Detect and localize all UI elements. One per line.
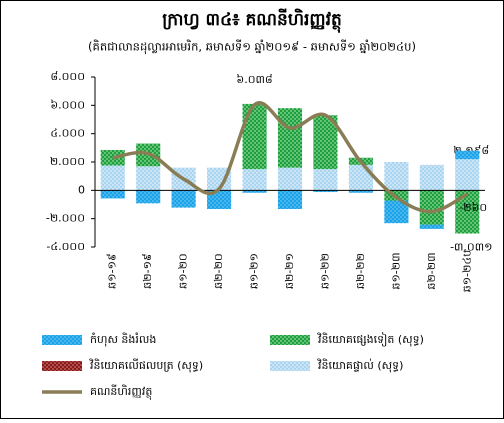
legend-swatch <box>42 335 82 345</box>
x-tick-label: ឆ២-២១ <box>283 253 296 289</box>
x-tick-label: ឆ២-១៩ <box>141 253 154 289</box>
y-tick-label: ២.០០០ <box>50 155 85 168</box>
legend-label: វិនិយោគផ្ទាល់ (សុទ្ធ) <box>316 358 403 373</box>
y-tick-label: -២.០០០ <box>46 212 85 225</box>
bar-segment <box>278 168 302 191</box>
legend-label: កំហុស និងរំលង <box>90 332 156 347</box>
y-tick-label: ៨.០០០ <box>50 70 85 83</box>
bar-segment <box>278 108 302 167</box>
bar-segment <box>172 191 196 208</box>
bar-segment <box>455 151 479 160</box>
bar-segment <box>278 191 302 209</box>
bar-segment <box>101 191 125 199</box>
legend-swatch <box>270 361 310 371</box>
legend-label: គណនីហិរញ្ញវត្ថុ <box>90 384 152 400</box>
bar-segment <box>349 165 373 191</box>
bar-segment <box>349 191 373 193</box>
bar-segment <box>420 225 444 229</box>
chart-subtitle: (គិតជាលានដុល្លារអាមេរិក, ឆមាសទី១ ឆ្នាំ២០… <box>88 40 416 55</box>
data-label: ៦.០៣៨ <box>236 73 272 86</box>
bar-segment <box>136 191 160 204</box>
legend-swatch <box>270 335 310 345</box>
x-tick-label: ឆ២-២០ <box>212 253 225 288</box>
chart-title: ក្រាហ្វ ៣៤៖ គណនីហិរញ្ញវត្ថុ <box>162 8 342 33</box>
data-label: -២៦០ <box>459 201 487 214</box>
bar-segment <box>384 162 408 190</box>
bar-segment <box>242 191 266 193</box>
bar-segment <box>420 165 444 191</box>
x-tick-label: ឆ១-១៩ <box>106 253 119 289</box>
bar-segment <box>242 104 266 169</box>
x-tick-label: ឆ១-២៤ប <box>460 250 473 292</box>
bar-segment <box>313 169 337 190</box>
y-tick-label: 0 <box>78 183 85 196</box>
legend-swatch <box>42 361 82 371</box>
x-tick-label: ឆ២-២៣ <box>425 252 438 289</box>
y-tick-label: ៤.០០០ <box>50 127 85 140</box>
x-tick-label: ឆ១-២០ <box>177 253 190 288</box>
x-tick-label: ឆ១-២២ <box>318 253 331 289</box>
bar-segment <box>101 166 125 191</box>
bar-segment <box>455 159 479 190</box>
bar-segment <box>242 169 266 190</box>
bar-segment <box>136 166 160 190</box>
x-tick-label: ឆ២-២២ <box>354 253 367 289</box>
y-tick-label: ៦.០០០ <box>50 98 85 111</box>
legend-label: វិនិយោគលើផលបត្រ (សុទ្ធ) <box>88 358 203 373</box>
x-tick-label: ឆ១-២១ <box>248 253 261 289</box>
y-tick-label: -៤.០០០ <box>46 240 85 253</box>
legend-label: វិនិយោគផ្សេងទៀត (សុទ្ធ) <box>316 332 423 347</box>
x-tick-label: ឆ១-២៣ <box>389 252 402 289</box>
